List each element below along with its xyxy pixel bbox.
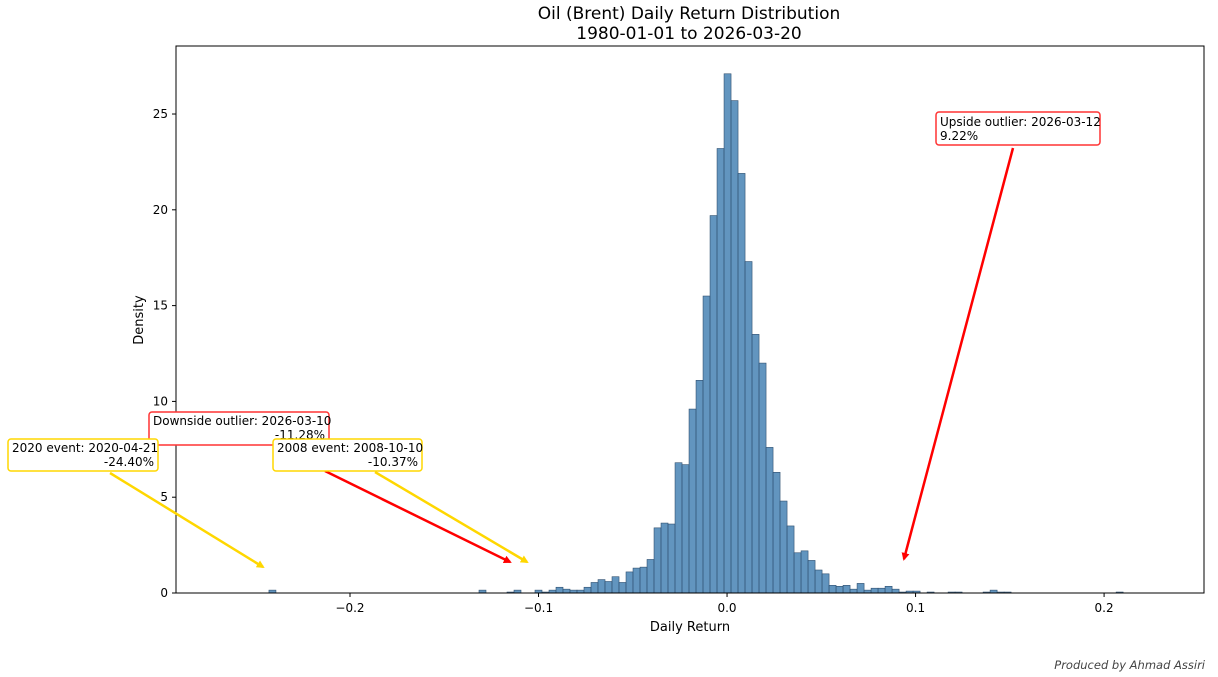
histogram-bar [779,500,788,594]
annotation-downside-outlier: Downside outlier: 2026-03-10 -11.28% [148,411,331,446]
histogram-bar [793,552,802,594]
footer-credit: Produced by Ahmad Assiri [1054,658,1206,672]
x-axis-label: Daily Return [650,620,730,635]
arrow-upside-outlier [901,147,1015,561]
x-tick-label: 0.0 [717,601,736,615]
histogram-bar [870,587,879,594]
y-axis-ticks: 0 5 10 15 20 25 [153,107,176,600]
x-tick-label: −0.2 [335,601,364,615]
y-tick-label: 10 [153,394,168,408]
histogram-bar [611,576,620,594]
histogram-bar [786,525,795,594]
x-tick-label: 0.2 [1095,601,1114,615]
histogram-bar [555,586,564,594]
annotation-upside-line1: Upside outlier: 2026-03-12 [940,115,1101,129]
histogram-bar [828,585,837,594]
arrow-downside-outlier [324,469,512,564]
x-tick-label: −0.1 [524,601,553,615]
histogram-bars [268,73,1124,594]
x-axis-ticks: −0.2 −0.1 0.0 0.1 0.2 [335,593,1114,615]
histogram-bar [695,380,704,594]
histogram-bar [744,261,753,594]
histogram-bar [667,523,676,594]
y-tick-label: 15 [153,299,168,313]
histogram-bar [688,408,697,594]
histogram-bar [835,585,844,594]
annotation-upside-line2: 9.22% [940,129,978,143]
annotation-downside-line1: Downside outlier: 2026-03-10 [153,414,331,428]
histogram-bar [842,585,851,594]
histogram-bar [604,581,613,594]
histogram-bar [632,567,641,594]
histogram-bar [800,550,809,594]
chart-title: Oil (Brent) Daily Return Distribution [538,4,841,24]
y-axis-label: Density [132,295,147,345]
annotation-upside-outlier: Upside outlier: 2026-03-12 9.22% [935,111,1101,146]
histogram-bar [758,362,767,594]
histogram-bar [709,215,718,594]
histogram-bar [849,588,858,594]
histogram-bar [751,334,760,594]
y-tick-label: 25 [153,107,168,121]
histogram-bar [702,295,711,594]
histogram-bar [807,560,816,594]
annotation-2020-line2: -24.40% [104,455,154,469]
histogram-bar [625,571,634,594]
histogram-bar [891,588,900,594]
histogram-bar [737,173,746,594]
arrow-2008-event [374,470,529,564]
histogram-bar [583,586,592,594]
histogram-bar [674,462,683,594]
y-tick-label: 5 [160,490,168,504]
histogram-bar [765,447,774,594]
chart-subtitle: 1980-01-01 to 2026-03-20 [576,24,801,44]
histogram-bar [646,559,655,594]
annotation-2020-event: 2020 event: 2020-04-21 -24.40% [7,438,159,472]
histogram-bar [653,527,662,594]
annotation-2008-line2: -10.37% [368,455,418,469]
y-tick-label: 0 [160,586,168,600]
histogram-bar [618,582,627,594]
x-tick-label: 0.1 [906,601,925,615]
histogram-bar [730,100,739,594]
histogram-bar [716,148,725,594]
histogram-bar [723,73,732,594]
plot-frame [175,45,1205,594]
histogram-bar [856,583,865,594]
histogram-bar [884,585,893,594]
arrow-2020-event [109,471,265,569]
histogram-bar [660,522,669,594]
histogram-bar [597,579,606,594]
annotation-2008-event: 2008 event: 2008-10-10 -10.37% [272,438,423,472]
histogram-bar [590,582,599,594]
histogram-bar [681,464,690,594]
annotation-2020-line1: 2020 event: 2020-04-21 [12,441,158,455]
histogram-bar [877,587,886,594]
histogram-bar [562,588,571,594]
histogram-bar [772,471,781,594]
histogram-bar [639,566,648,594]
histogram-bar [814,569,823,594]
y-tick-label: 20 [153,203,168,217]
histogram-bar [821,573,830,594]
annotation-2008-line1: 2008 event: 2008-10-10 [277,441,423,455]
